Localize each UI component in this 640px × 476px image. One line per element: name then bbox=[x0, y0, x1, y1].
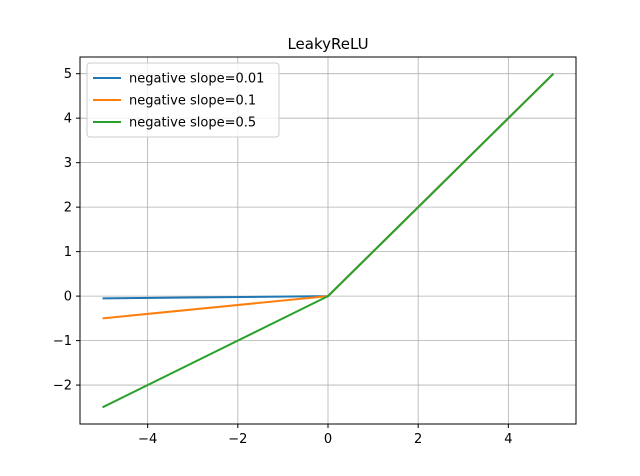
series-line-3 bbox=[102, 72, 555, 409]
legend-box bbox=[86, 62, 280, 138]
legend-label-2: negative slope=0.1 bbox=[129, 94, 256, 109]
legend: negative slope=0.01 negative slope=0.1 neg… bbox=[86, 62, 280, 138]
y-tick-label: 3 bbox=[64, 156, 72, 171]
grid bbox=[80, 57, 576, 424]
legend-label-1: negative slope=0.01 bbox=[129, 72, 264, 87]
legend-label-3: negative slope=0.5 bbox=[129, 116, 256, 131]
x-tick-label: 2 bbox=[414, 432, 422, 447]
x-tick-label: 0 bbox=[324, 432, 332, 447]
x-tick-label: 4 bbox=[504, 432, 512, 447]
y-tick-label: 4 bbox=[64, 112, 72, 127]
x-tick-label: −2 bbox=[228, 432, 247, 447]
x-tick-label: −4 bbox=[138, 432, 157, 447]
y-tick-label: −2 bbox=[53, 379, 72, 394]
axis-ticks: −4 −2 0 2 4 −2 −1 0 1 2 3 4 5 bbox=[53, 67, 513, 447]
y-tick-label: 5 bbox=[64, 67, 72, 82]
y-tick-label: 2 bbox=[64, 201, 72, 216]
y-tick-label: 0 bbox=[64, 290, 72, 305]
chart-title: LeakyReLU bbox=[287, 35, 368, 53]
y-tick-label: −1 bbox=[53, 334, 72, 349]
plot-lines bbox=[102, 72, 555, 409]
y-tick-label: 1 bbox=[64, 245, 72, 260]
